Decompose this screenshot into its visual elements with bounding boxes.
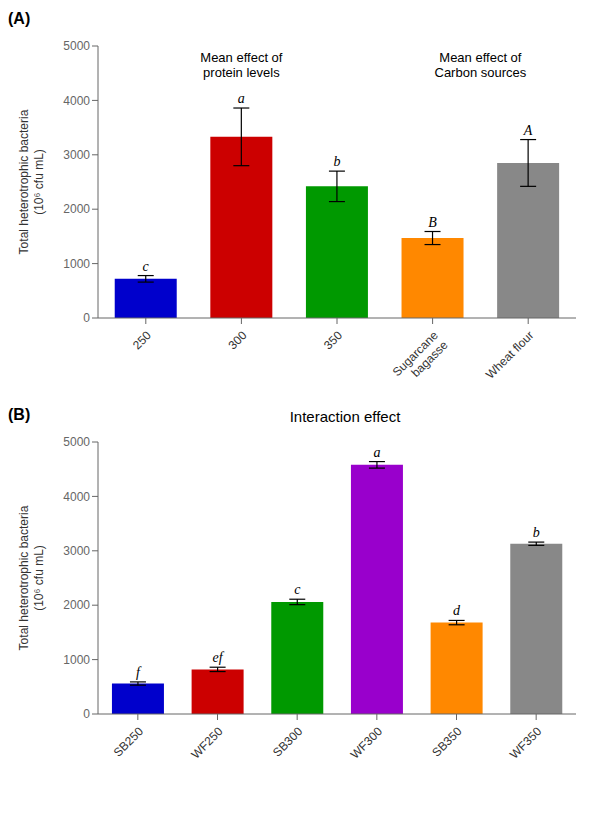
svg-text:Total heterotrophic bacteria: Total heterotrophic bacteria <box>17 109 31 254</box>
svg-text:1000: 1000 <box>63 257 90 271</box>
svg-text:5000: 5000 <box>63 39 90 53</box>
svg-text:3000: 3000 <box>63 544 90 558</box>
svg-text:d: d <box>453 603 461 618</box>
svg-text:WF350: WF350 <box>507 724 544 761</box>
svg-text:350: 350 <box>321 328 345 352</box>
svg-text:a: a <box>373 445 380 460</box>
svg-text:c: c <box>294 582 301 597</box>
svg-text:2000: 2000 <box>63 598 90 612</box>
svg-text:4000: 4000 <box>63 490 90 504</box>
svg-text:5000: 5000 <box>63 435 90 449</box>
svg-text:Wheat flour: Wheat flour <box>483 328 536 381</box>
svg-text:B: B <box>428 215 437 230</box>
svg-text:A: A <box>523 123 533 138</box>
svg-text:Mean effect ofprotein levels: Mean effect ofprotein levels <box>200 50 283 81</box>
svg-text:(10⁶ cfu mL): (10⁶ cfu mL) <box>32 149 46 215</box>
svg-text:3000: 3000 <box>63 148 90 162</box>
svg-text:ef: ef <box>213 650 225 665</box>
svg-text:1000: 1000 <box>63 653 90 667</box>
svg-text:2000: 2000 <box>63 202 90 216</box>
svg-text:SB300: SB300 <box>270 724 306 760</box>
svg-text:WF300: WF300 <box>348 724 385 761</box>
svg-text:b: b <box>533 525 540 540</box>
svg-text:4000: 4000 <box>63 94 90 108</box>
svg-text:0: 0 <box>83 707 90 721</box>
svg-text:SB350: SB350 <box>429 724 465 760</box>
html-text:Interaction effect: Interaction effect <box>289 408 401 425</box>
svg-text:SB250: SB250 <box>111 724 147 760</box>
svg-text:(10⁶ cfu mL): (10⁶ cfu mL) <box>32 545 46 611</box>
svg-text:Total heterotrophic bacteria: Total heterotrophic bacteria <box>17 505 31 650</box>
svg-text:WF250: WF250 <box>188 724 225 761</box>
svg-text:250: 250 <box>130 328 154 352</box>
svg-text:b: b <box>333 154 340 169</box>
svg-text:300: 300 <box>225 328 249 352</box>
html-text:(B): (B) <box>8 406 31 423</box>
html-text:(A): (A) <box>8 10 31 27</box>
svg-text:c: c <box>143 259 150 274</box>
svg-text:a: a <box>238 91 245 106</box>
svg-text:Sugarcanebagasse: Sugarcanebagasse <box>390 328 451 389</box>
svg-text:0: 0 <box>83 311 90 325</box>
svg-text:Mean effect ofCarbon sources: Mean effect ofCarbon sources <box>435 50 527 81</box>
svg-text:f: f <box>136 665 142 680</box>
